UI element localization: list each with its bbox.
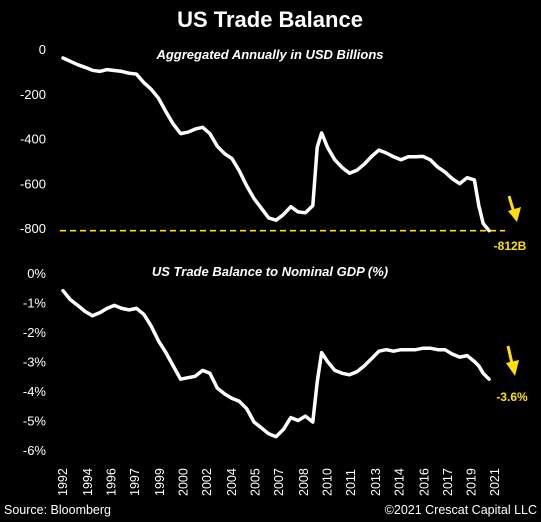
x-tick-label: 2021 bbox=[488, 468, 502, 496]
x-tick-label: 2016 bbox=[417, 468, 431, 496]
x-tick-label: 2010 bbox=[320, 468, 334, 496]
source-note: Source: Bloomberg bbox=[4, 503, 111, 517]
x-tick-label: 2004 bbox=[225, 468, 239, 496]
x-tick-label: 2019 bbox=[464, 468, 478, 496]
bottom-panel-subtitle: US Trade Balance to Nominal GDP (%) bbox=[152, 264, 388, 279]
bottom-y-tick-label: -6% bbox=[23, 443, 47, 458]
bottom-down-arrow-icon bbox=[506, 345, 519, 376]
x-axis: 1992 1994 1996 1997 1999 2000 2002 2004 2005 2007… bbox=[56, 468, 502, 496]
top-y-tick-label: -200 bbox=[20, 87, 46, 102]
x-tick-label: 1999 bbox=[153, 468, 167, 496]
x-tick-label: 1994 bbox=[81, 468, 95, 496]
trade-balance-usd-line bbox=[61, 56, 491, 233]
top-y-axis: 0 -200 -400 -600 -800 bbox=[20, 42, 46, 236]
x-tick-label: 2000 bbox=[176, 468, 190, 496]
x-tick-label: 1992 bbox=[56, 468, 70, 496]
x-tick-label: 1997 bbox=[128, 468, 142, 496]
trade-balance-gdp-line bbox=[61, 288, 491, 439]
x-tick-label: 2007 bbox=[272, 468, 286, 496]
top-y-tick-label: 0 bbox=[39, 42, 46, 57]
top-panel-subtitle: Aggregated Annually in USD Billions bbox=[155, 47, 383, 62]
x-tick-label: 2002 bbox=[200, 468, 214, 496]
bottom-y-tick-label: -5% bbox=[23, 414, 47, 429]
x-tick-label: 2017 bbox=[441, 468, 455, 496]
bottom-y-tick-label: -4% bbox=[23, 384, 47, 399]
x-tick-label: 2005 bbox=[248, 468, 262, 496]
x-tick-label: 2014 bbox=[392, 468, 406, 496]
top-y-tick-label: -400 bbox=[20, 132, 46, 147]
x-tick-label: 2008 bbox=[297, 468, 311, 496]
copyright-note: ©2021 Crescat Capital LLC bbox=[385, 503, 537, 517]
x-tick-label: 2013 bbox=[369, 468, 383, 496]
bottom-y-tick-label: -3% bbox=[23, 355, 47, 370]
top-y-tick-label: -600 bbox=[20, 176, 46, 191]
x-tick-label: 2011 bbox=[344, 469, 358, 496]
bottom-y-tick-label: -1% bbox=[23, 296, 47, 311]
bottom-y-tick-label: -2% bbox=[23, 325, 47, 340]
chart-title: US Trade Balance bbox=[177, 7, 363, 32]
top-y-tick-label: -800 bbox=[20, 221, 46, 236]
bottom-y-axis: 0% -1% -2% -3% -4% -5% -6% bbox=[23, 266, 47, 458]
x-tick-label: 1996 bbox=[104, 468, 118, 496]
bottom-y-tick-label: 0% bbox=[27, 266, 46, 281]
top-down-arrow-icon bbox=[507, 195, 521, 222]
top-annotation-label: -812B bbox=[494, 239, 527, 253]
bottom-annotation-label: -3.6% bbox=[496, 390, 528, 404]
